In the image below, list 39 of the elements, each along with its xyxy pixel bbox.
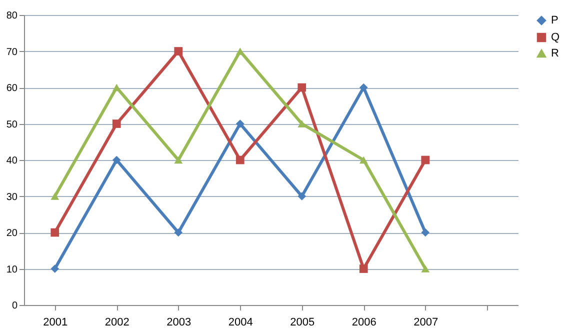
x-tick-label: 2002: [104, 316, 130, 328]
x-tick-label: 2004: [228, 316, 253, 328]
x-tick-label: 2006: [352, 316, 376, 328]
y-tick-label: 0: [12, 300, 18, 312]
x-tick-label: 2003: [166, 316, 192, 328]
legend-label: P: [551, 14, 558, 26]
point: [298, 192, 306, 200]
point: [359, 156, 368, 164]
point: [421, 265, 430, 272]
y-tick-label: 30: [6, 192, 18, 203]
point: [50, 228, 60, 237]
point: [421, 156, 430, 164]
point: [174, 156, 183, 164]
y-tick-label: 50: [6, 119, 18, 130]
y-tick-label: 40: [6, 156, 18, 166]
legend-label: R: [551, 48, 559, 60]
legend-label: Q: [551, 32, 560, 44]
point: [174, 47, 183, 56]
y-tick-label: 60: [6, 83, 18, 94]
point: [236, 156, 244, 164]
point: [112, 120, 121, 128]
point: [174, 228, 183, 237]
y-tick-label: 70: [6, 46, 18, 58]
point: [359, 264, 368, 273]
y-tick-label: 10: [6, 264, 18, 276]
x-tick-label: 2007: [414, 316, 438, 328]
point: [50, 192, 60, 200]
x-tick-label: 2001: [43, 316, 68, 328]
point: [50, 264, 60, 273]
y-tick-label: 80: [6, 10, 18, 22]
y-tick-label: 20: [6, 228, 18, 239]
point: [112, 156, 121, 164]
x-tick-label: 2005: [290, 316, 315, 328]
point: [298, 120, 306, 128]
point: [236, 48, 244, 55]
point: [236, 120, 244, 128]
point: [298, 83, 306, 92]
point: [421, 228, 430, 237]
point: [359, 83, 368, 92]
